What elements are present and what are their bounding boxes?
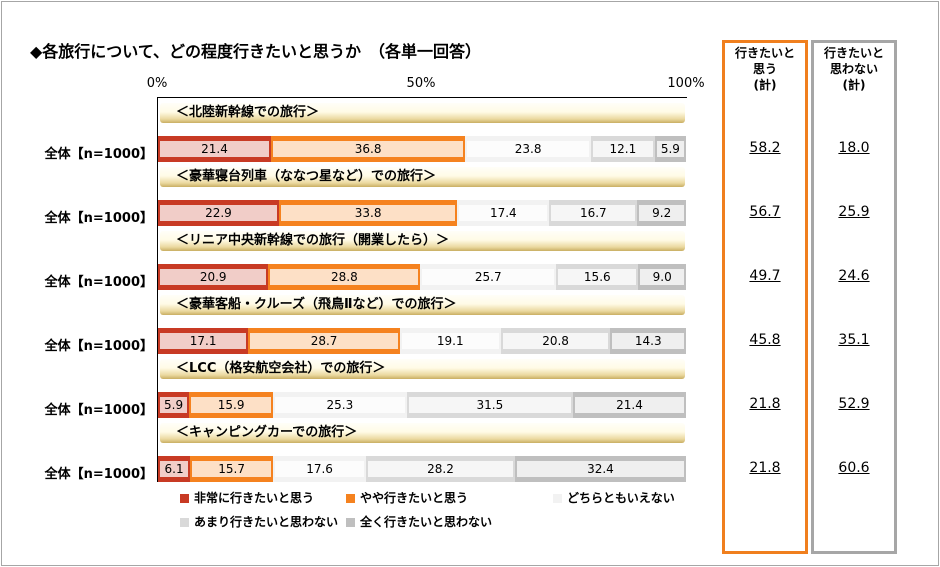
axis-left-line <box>157 97 158 482</box>
row-title-banner: ＜リニア中央新幹線での旅行（開業したら）＞ <box>160 231 685 251</box>
legend-item-neither: どちらともいえない <box>553 489 675 506</box>
stacked-bar: 6.1 15.7 17.6 28.2 32.4 <box>158 456 686 482</box>
bar-value-label: 15.9 <box>191 397 272 413</box>
bar-value-label: 21.4 <box>160 141 269 157</box>
bar-value-label: 22.9 <box>160 205 277 221</box>
legend-item-very-want: 非常に行きたいと思う <box>180 489 314 506</box>
legend-label: やや行きたいと思う <box>360 491 469 505</box>
legend-swatch <box>180 494 189 503</box>
summary-want-header-line1: 行きたいと <box>734 46 795 60</box>
bar-value-label: 36.8 <box>272 141 464 157</box>
legend-swatch <box>180 518 189 527</box>
bar-value-label: 17.6 <box>275 461 365 477</box>
summary-not-want-value: 25.9 <box>838 204 870 220</box>
bar-value-label: 5.9 <box>656 141 684 157</box>
summary-want-value: 21.8 <box>749 460 781 476</box>
summary-want-value: 56.7 <box>749 204 781 220</box>
summary-not-want-value: 18.0 <box>838 140 870 156</box>
legend-item-not-at-all: 全く行きたいと思わない <box>346 513 492 530</box>
bar-value-label: 21.4 <box>575 397 684 413</box>
axis-tick-100: 100% <box>667 76 705 91</box>
summary-want-header-line3: (計) <box>753 78 777 92</box>
summary-not-want-box <box>811 40 897 554</box>
axis-top-line <box>157 97 687 98</box>
stacked-bar: 17.1 28.7 19.1 20.8 14.3 <box>158 328 686 354</box>
row-title-banner: ＜キャンピングカーでの旅行＞ <box>160 423 685 443</box>
summary-not-want-value: 52.9 <box>838 396 870 412</box>
bar-value-label: 32.4 <box>516 461 684 477</box>
summary-not-want-header-line1: 行きたいと <box>823 46 884 60</box>
summary-want-value: 21.8 <box>749 396 781 412</box>
legend-swatch <box>553 494 562 503</box>
stacked-bar: 21.4 36.8 23.8 12.1 5.9 <box>158 136 686 162</box>
legend-label: 非常に行きたいと思う <box>194 491 315 505</box>
stacked-bar: 5.9 15.9 25.3 31.5 21.4 <box>158 392 686 418</box>
chart-title: ◆各旅行について、どの程度行きたいと思うか （各単一回答） <box>30 42 482 61</box>
row-group-label: 全体【n=1000】 <box>44 275 153 290</box>
bar-value-label: 23.8 <box>467 141 589 157</box>
legend-swatch <box>346 518 355 527</box>
row-group-label: 全体【n=1000】 <box>44 467 153 482</box>
row-group-label: 全体【n=1000】 <box>44 211 153 226</box>
row-title-banner: ＜北陸新幹線での旅行＞ <box>160 103 685 123</box>
bar-value-label: 17.1 <box>160 333 247 349</box>
bar-value-label: 9.0 <box>640 269 684 285</box>
bar-value-label: 28.8 <box>270 269 419 285</box>
bar-value-label: 17.4 <box>459 205 548 221</box>
row-group-label: 全体【n=1000】 <box>44 403 153 418</box>
summary-not-want-header: 行きたいと 思わない (計) <box>811 45 897 93</box>
axis-tick-0: 0% <box>146 76 168 91</box>
summary-not-want-value: 24.6 <box>838 268 870 284</box>
summary-want-header: 行きたいと 思う (計) <box>722 45 808 93</box>
summary-want-header-line2: 思う <box>752 62 777 76</box>
bar-value-label: 28.2 <box>368 461 513 477</box>
legend-swatch <box>346 494 355 503</box>
bar-value-label: 12.1 <box>592 141 653 157</box>
legend-item-not-much: あまり行きたいと思わない <box>180 513 338 530</box>
bar-value-label: 16.7 <box>551 205 636 221</box>
row-title-banner: ＜LCC（格安航空会社）での旅行＞ <box>160 359 685 379</box>
bar-value-label: 15.6 <box>558 269 637 285</box>
bar-value-label: 6.1 <box>160 461 189 477</box>
summary-want-value: 58.2 <box>749 140 781 156</box>
bar-value-label: 14.3 <box>612 333 684 349</box>
legend-item-somewhat-want: やや行きたいと思う <box>346 489 468 506</box>
summary-want-box <box>722 40 808 554</box>
row-title-banner: ＜豪華寝台列車（ななつ星など）での旅行＞ <box>160 167 685 187</box>
stacked-bar: 20.9 28.8 25.7 15.6 9.0 <box>158 264 686 290</box>
legend-label: 全く行きたいと思わない <box>360 515 493 529</box>
row-group-label: 全体【n=1000】 <box>44 147 153 162</box>
summary-not-want-header-line2: 思わない <box>829 62 878 76</box>
summary-want-value: 45.8 <box>749 332 781 348</box>
axis-tick-50: 50% <box>406 76 436 91</box>
summary-not-want-header-line3: (計) <box>842 78 866 92</box>
bar-value-label: 15.7 <box>192 461 272 477</box>
summary-want-value: 49.7 <box>749 268 781 284</box>
bar-value-label: 33.8 <box>280 205 456 221</box>
summary-not-want-value: 60.6 <box>838 460 870 476</box>
row-title-banner: ＜豪華客船・クルーズ（飛鳥Ⅱなど）での旅行＞ <box>160 295 685 315</box>
row-group-label: 全体【n=1000】 <box>44 339 153 354</box>
bar-value-label: 5.9 <box>160 397 188 413</box>
stacked-bar: 22.9 33.8 17.4 16.7 9.2 <box>158 200 686 226</box>
bar-value-label: 31.5 <box>408 397 571 413</box>
summary-not-want-value: 35.1 <box>838 332 870 348</box>
bar-value-label: 9.2 <box>639 205 684 221</box>
bar-value-label: 25.3 <box>275 397 405 413</box>
bar-value-label: 28.7 <box>250 333 398 349</box>
legend-label: どちらともいえない <box>567 491 675 505</box>
bar-value-label: 20.8 <box>502 333 609 349</box>
bar-value-label: 25.7 <box>422 269 555 285</box>
legend-label: あまり行きたいと思わない <box>194 515 339 529</box>
bar-value-label: 19.1 <box>401 333 499 349</box>
bar-value-label: 20.9 <box>160 269 267 285</box>
